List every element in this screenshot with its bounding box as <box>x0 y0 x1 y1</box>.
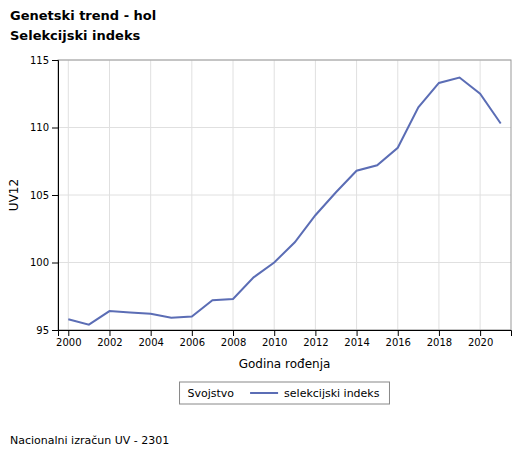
x-axis: 2000 2002 2004 2006 2008 2010 2012 2014 2016 2018… <box>56 330 511 348</box>
tick-label: 2000 <box>56 337 81 348</box>
tick-mark <box>68 330 69 336</box>
tick: 95 <box>36 325 58 336</box>
tick-mark <box>52 330 58 331</box>
tick-mark <box>480 330 481 336</box>
tick-label: 2008 <box>221 337 246 348</box>
tick: 2016 <box>386 330 411 348</box>
tick: 2012 <box>303 330 328 348</box>
grid-line <box>58 195 511 196</box>
tick-mark <box>151 330 152 336</box>
tick-mark <box>233 330 234 336</box>
tick-mark <box>52 60 58 61</box>
plot-frame <box>58 60 511 330</box>
subtitle: Selekcijski indeks <box>10 28 141 43</box>
footnote: Nacionalni izračun UV - 2301 <box>10 434 169 447</box>
tick-label: 100 <box>30 257 49 268</box>
tick-label: 115 <box>30 55 49 66</box>
tick: 2018 <box>427 330 452 348</box>
tick: 2010 <box>262 330 287 348</box>
tick: 2020 <box>468 330 493 348</box>
tick-label: 2014 <box>344 337 369 348</box>
legend-title: Svojstvo <box>188 387 235 400</box>
legend: Svojstvo selekcijski indeks <box>180 382 390 404</box>
y-axis-title: UV12 <box>7 179 21 211</box>
tick-mark <box>439 330 440 336</box>
tick-mark <box>398 330 399 336</box>
tick-label: 2002 <box>97 337 122 348</box>
tick-mark <box>52 195 58 196</box>
tick-mark <box>315 330 316 336</box>
tick: 2014 <box>344 330 369 348</box>
legend-swatch <box>250 392 278 394</box>
x-axis-title: Godina rođenja <box>239 357 331 371</box>
tick-label: 110 <box>30 122 49 133</box>
y-axis: 95 100 105 110 115 <box>30 55 59 336</box>
legend-box <box>180 382 390 404</box>
grid-line <box>58 127 511 128</box>
tick: 2000 <box>56 330 81 348</box>
tick-label: 95 <box>36 325 49 336</box>
tick: 2006 <box>180 330 205 348</box>
axis-line <box>52 61 59 331</box>
tick-label: 2004 <box>138 337 163 348</box>
tick: 110 <box>30 122 58 133</box>
line <box>68 78 500 325</box>
tick: 100 <box>30 257 58 268</box>
tick: 2004 <box>138 330 163 348</box>
plot: 2000 2002 2004 2006 2008 2010 2012 2014 2016 2018… <box>7 55 512 371</box>
tick-mark <box>357 330 358 336</box>
tick: 115 <box>30 55 58 66</box>
marks <box>68 78 500 325</box>
tick-mark <box>192 330 193 336</box>
tick-label: 2006 <box>180 337 205 348</box>
tick: 2008 <box>221 330 246 348</box>
tick-label: 2020 <box>468 337 493 348</box>
grid <box>58 60 511 330</box>
legend-label: selekcijski indeks <box>284 387 380 400</box>
tick-label: 2016 <box>386 337 411 348</box>
tick-label: 2018 <box>427 337 452 348</box>
tick-label: 2012 <box>303 337 328 348</box>
tick-label: 105 <box>30 190 49 201</box>
tick-label: 2010 <box>262 337 287 348</box>
tick-mark <box>274 330 275 336</box>
axis-line <box>59 331 512 337</box>
chart: Genetski trend - hol Selekcijski indeks 20… <box>0 0 529 454</box>
tick: 2002 <box>97 330 122 348</box>
tick-mark <box>109 330 110 336</box>
grid-line <box>58 262 511 263</box>
title: Genetski trend - hol <box>10 8 156 23</box>
tick-mark <box>52 128 58 129</box>
tick-mark <box>52 263 58 264</box>
tick: 105 <box>30 190 58 201</box>
